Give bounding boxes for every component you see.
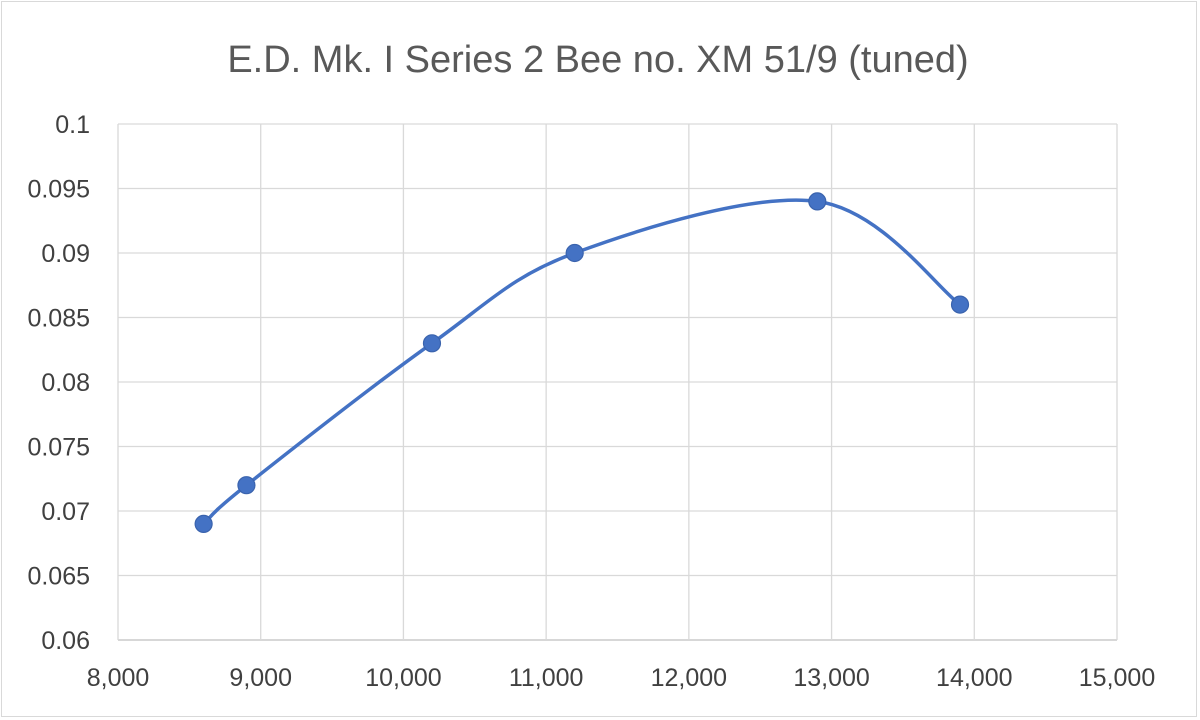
y-tick-label: 0.085 [27, 305, 90, 333]
x-tick-labels: 8,000 9,000 10,000 11,000 12,000 13,000 14,000… [87, 664, 1156, 692]
y-tick-label: 0.07 [41, 498, 90, 526]
x-tick-label: 8,000 [87, 664, 150, 692]
data-point [808, 192, 827, 211]
x-tick-label: 9,000 [229, 664, 292, 692]
y-tick-label: 0.095 [27, 176, 90, 204]
y-tick-label: 0.065 [27, 563, 90, 591]
y-tick-label: 0.1 [55, 111, 90, 139]
series-layer [194, 192, 970, 534]
data-point [565, 243, 584, 263]
data-point [194, 514, 213, 534]
x-tick-label: 15,000 [1079, 664, 1155, 692]
y-tick-label: 0.09 [41, 240, 90, 268]
data-point [422, 334, 442, 353]
x-tick-label: 10,000 [365, 664, 441, 692]
chart-title: E.D. Mk. I Series 2 Bee no. XM 51/9 (tun… [227, 39, 968, 81]
y-tick-label: 0.075 [27, 434, 90, 462]
x-tick-label: 14,000 [936, 664, 1012, 692]
y-tick-label: 0.08 [41, 369, 90, 397]
data-point [950, 295, 970, 314]
series-line [201, 198, 962, 526]
y-tick-label: 0.06 [41, 627, 90, 655]
x-tick-label: 13,000 [793, 664, 869, 692]
data-point [237, 476, 256, 495]
y-tick-labels: 0.06 0.065 0.07 0.075 0.08 0.085 0.09 0.095 0.1 [27, 111, 90, 655]
x-tick-label: 11,000 [509, 664, 584, 692]
gridlines [117, 123, 1118, 641]
x-tick-label: 12,000 [651, 664, 727, 692]
